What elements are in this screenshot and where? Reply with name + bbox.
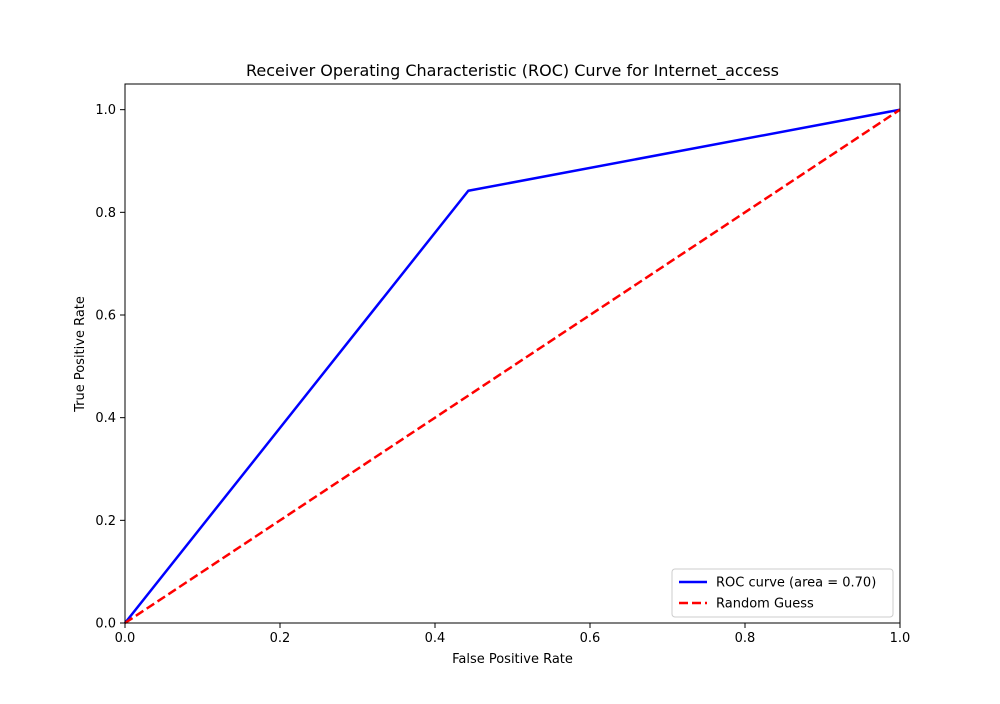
y-tick-label: 1.0	[95, 103, 116, 118]
y-tick-label: 0.6	[95, 309, 116, 324]
series-line-1	[124, 108, 901, 625]
plot-area: 0.0 0.2 0.4 0.6 0.8 1.0 0.0 0.2 0.4 0.6 0.8 1.0	[95, 83, 911, 646]
x-tick-label: 0.8	[735, 631, 756, 646]
y-tick-label: 0.4	[95, 411, 116, 426]
axes-frame	[124, 83, 901, 624]
x-tick-label: 0.6	[580, 631, 601, 646]
legend-label-0: ROC curve (area = 0.70)	[716, 576, 876, 591]
y-tick-label: 0.2	[95, 514, 116, 529]
x-axis-label: False Positive Rate	[452, 652, 573, 667]
legend-label-1: Random Guess	[716, 597, 814, 612]
x-tick-label: 0.4	[425, 631, 446, 646]
y-tick-label: 0.8	[95, 206, 116, 221]
y-tick-label: 0.0	[95, 617, 116, 632]
series-line-0	[124, 108, 901, 624]
x-tick-label: 0.0	[115, 631, 136, 646]
legend-box	[671, 568, 894, 618]
y-axis-label: True Positive Rate	[73, 296, 88, 413]
x-tick-label: 1.0	[890, 631, 911, 646]
x-tick-label: 0.2	[270, 631, 291, 646]
legend: ROC curve (area = 0.70) Random Guess	[671, 568, 894, 618]
chart-title: Receiver Operating Characteristic (ROC) …	[246, 61, 779, 81]
